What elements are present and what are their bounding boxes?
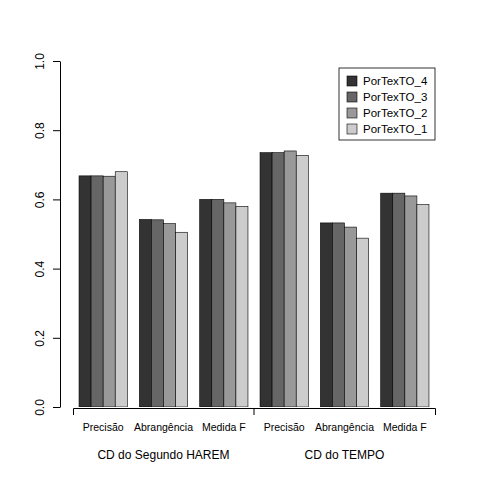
x-tick-label: Medida F [383,421,427,433]
bar [151,220,163,407]
bar [236,206,248,407]
legend-box [339,68,435,140]
y-tick: 1.0 [33,53,60,70]
x-tick: Medida F [383,408,427,433]
y-tick-mark [53,407,60,408]
group-separator [254,408,255,415]
legend-label: PorTexTO_4 [363,75,428,87]
x-tick: Medida F [202,408,246,433]
bar [417,205,429,407]
bar [393,193,405,407]
legend-swatch [347,124,357,134]
x-axis-line [74,409,436,416]
x-tick: Precisão [83,408,124,433]
bar [405,196,417,407]
legend-swatch [347,108,357,118]
bar [115,172,127,407]
bar [260,153,272,407]
y-tick-label: 0.2 [33,330,47,347]
y-tick-mark [53,338,60,339]
y-tick: 0.6 [33,191,60,208]
x-tick-label: Abrangência [315,421,374,433]
y-tick-mark [53,130,60,131]
x-tick: Precisão [264,408,305,433]
bar [164,224,176,407]
legend-label: PorTexTO_1 [363,123,427,135]
x-tick-label: Abrangência [134,421,193,433]
bar [224,203,236,407]
bar [79,176,91,407]
y-tick-mark [53,199,60,200]
y-tick: 0.0 [33,399,60,416]
y-tick-label: 1.0 [33,53,47,70]
group-label: CD do Segundo HAREM [97,448,229,462]
legend-swatch [347,76,357,86]
legend-swatch [347,92,357,102]
bars [79,151,429,407]
bar [296,155,308,407]
bar [91,176,103,407]
y-tick-mark [53,269,60,270]
y-tick-label: 0.4 [33,260,47,277]
bar [284,151,296,407]
chart: 0.0 0.2 0.4 0.6 0.8 1.0 Precisão Abrangência Med… [0,0,480,480]
legend-label: PorTexTO_2 [363,107,427,119]
bar [357,238,369,407]
x-tick-label: Medida F [202,421,246,433]
y-axis: 0.0 0.2 0.4 0.6 0.8 1.0 [33,53,61,416]
y-tick: 0.2 [33,330,60,347]
x-tick: Abrangência [315,408,374,433]
x-axis: Precisão Abrangência Medida F Precisão Abran… [74,408,436,433]
bar [103,176,115,407]
bar [332,223,344,407]
bar [272,153,284,407]
x-tick-label: Precisão [264,421,305,433]
x-tick-label: Precisão [83,421,124,433]
y-tick: 0.4 [33,260,60,277]
bar [212,199,224,407]
y-tick-label: 0.0 [33,399,47,416]
bar [139,219,151,407]
y-axis-line [60,62,61,408]
x-tick: Abrangência [134,408,193,433]
legend-label: PorTexTO_3 [363,91,427,103]
bar [176,232,188,407]
group-label: CD do TEMPO [305,448,385,462]
legend: PorTexTO_4 PorTexTO_3 PorTexTO_2 PorTexTO_1 [339,68,435,140]
y-tick: 0.8 [33,122,60,139]
bar [345,227,357,407]
bar [381,193,393,407]
y-tick-label: 0.6 [33,191,47,208]
bar [200,199,212,407]
bar [320,223,332,407]
y-tick-mark [53,61,60,62]
y-tick-label: 0.8 [33,122,47,139]
